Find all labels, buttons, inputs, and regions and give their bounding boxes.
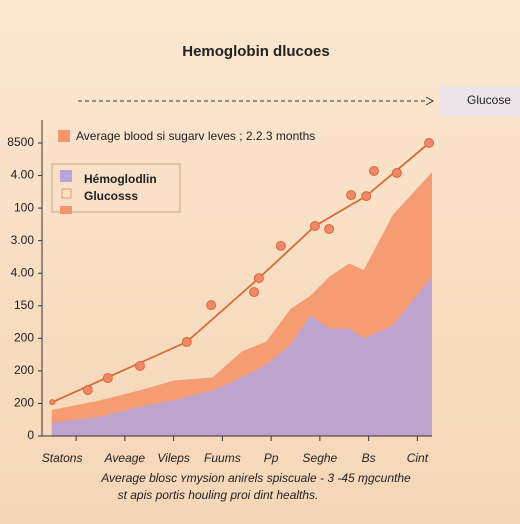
y-tick-label: 4.00 xyxy=(11,265,35,279)
x-tick-label: Aveage xyxy=(104,451,146,465)
point xyxy=(102,373,113,384)
y-tick-label: 8500 xyxy=(7,135,34,149)
point xyxy=(49,399,56,406)
point xyxy=(391,167,402,178)
point xyxy=(346,190,357,201)
point xyxy=(249,287,260,298)
legend-label: Glucosss xyxy=(84,189,138,203)
legend-swatch xyxy=(58,130,70,142)
x-tick-label: Cint xyxy=(407,451,429,465)
y-tick-label: 3.00 xyxy=(11,233,35,247)
point xyxy=(134,361,145,372)
point xyxy=(275,240,286,251)
x-tick-label: Bs xyxy=(362,451,376,465)
callout-box[interactable] xyxy=(440,86,520,116)
point xyxy=(424,138,435,148)
arrow-head xyxy=(425,96,435,106)
point xyxy=(82,385,93,396)
y-tick-label: 0 xyxy=(27,428,34,442)
chart-title: Hemoglobin dlucoes xyxy=(182,43,330,60)
y-tick-label: 200 xyxy=(14,363,34,377)
y-tick-label: 200 xyxy=(14,396,34,410)
x-tick-label: Seghe xyxy=(303,451,338,465)
legend-label: Hémoglodlin xyxy=(84,172,157,186)
point xyxy=(181,336,192,347)
legend-swatch xyxy=(61,188,72,199)
legend-box xyxy=(51,163,181,213)
callout-label: Glucose xyxy=(467,93,511,107)
legend-swatch xyxy=(60,206,72,214)
y-tick-label: 100 xyxy=(14,200,34,214)
y-tick-label: 200 xyxy=(14,331,34,345)
legend-swatch xyxy=(60,170,72,182)
caption-line: Average blosc ʏmysion anirels spiscuale … xyxy=(100,471,411,485)
caption-line: st apis portis houling proi dint healths… xyxy=(118,488,319,502)
y-tick-label: 150 xyxy=(14,298,34,312)
y-tick-label: 4.00 xyxy=(11,168,35,182)
legend-label: Average blood si sugarv leves ; 2.2.3 mo… xyxy=(76,129,315,143)
point xyxy=(361,191,372,202)
x-tick-label: Vileps xyxy=(157,451,189,465)
point xyxy=(324,223,335,234)
x-tick-label: Statons xyxy=(42,451,83,465)
x-tick-label: Pp xyxy=(264,451,279,465)
x-tick-label: Fuums xyxy=(204,451,241,465)
area xyxy=(51,276,432,436)
point xyxy=(368,165,379,176)
line xyxy=(51,142,430,403)
point xyxy=(253,273,264,284)
point xyxy=(310,221,320,232)
point xyxy=(206,300,217,311)
